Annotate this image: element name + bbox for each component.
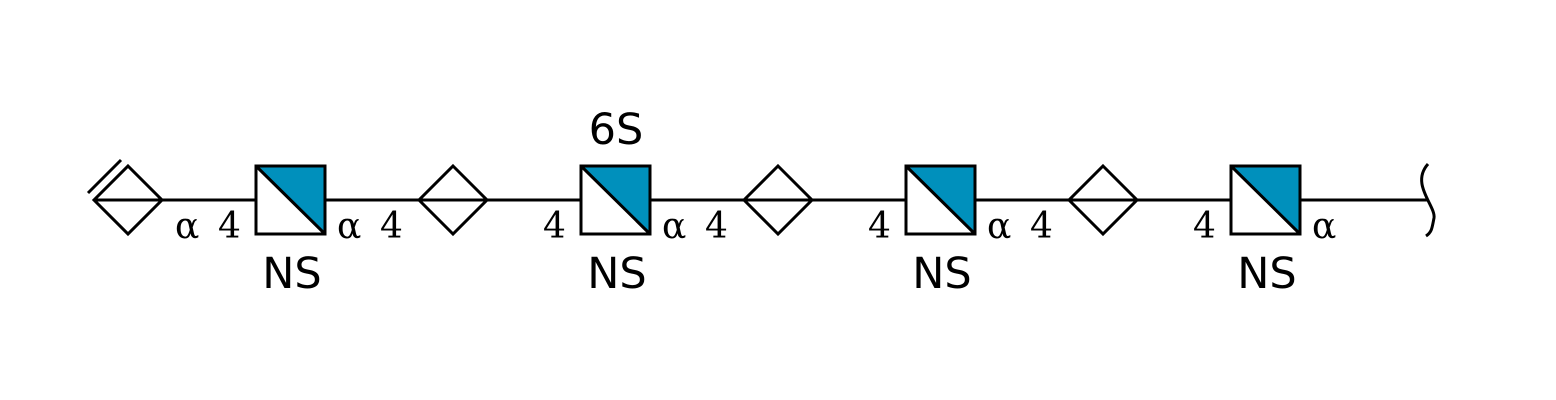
linkage-2-anomer: α: [337, 206, 361, 247]
residue-8-substituent-below: NS: [1237, 249, 1296, 299]
residue-7-uronic-acid-diamond-icon: [1066, 163, 1140, 237]
linkage-6-position: 4: [1030, 206, 1053, 247]
linkage-1-position: 4: [218, 206, 241, 247]
residue-2-glcn-square-icon: [254, 164, 327, 236]
residue-8-glcn-square-icon: [1229, 164, 1302, 236]
residue-4-substituent-below: NS: [587, 249, 646, 299]
unsaturation-mark: [86, 158, 123, 195]
substituent-labels: NS 6S NS NS NS: [262, 105, 1296, 299]
linkage-5-position: 4: [868, 206, 891, 247]
residue-5-uronic-acid-diamond-icon: [741, 163, 815, 237]
linkage-labels: α 4 α 4 4 α 4 4 α 4 4 α: [175, 206, 1336, 247]
linkage-4-anomer: α: [662, 206, 686, 247]
linkage-1-anomer: α: [175, 206, 199, 247]
reducing-end-bracket: [1420, 162, 1436, 238]
linkage-6-anomer: α: [987, 206, 1011, 247]
linkage-8-anomer: α: [1312, 206, 1336, 247]
residue-2-substituent-below: NS: [262, 249, 321, 299]
linkage-2-position: 4: [380, 206, 403, 247]
residue-1-uronic-acid-diamond-icon: [86, 158, 165, 237]
residue-3-uronic-acid-diamond-icon: [416, 163, 490, 237]
residue-6-substituent-below: NS: [912, 249, 971, 299]
residue-4-substituent-above: 6S: [589, 105, 644, 155]
residue-4-glcn-square-icon: [579, 164, 652, 236]
linkage-3-position: 4: [543, 206, 566, 247]
residue-6-glcn-square-icon: [904, 164, 977, 236]
linkage-4-position: 4: [705, 206, 728, 247]
linkage-7-position: 4: [1193, 206, 1216, 247]
